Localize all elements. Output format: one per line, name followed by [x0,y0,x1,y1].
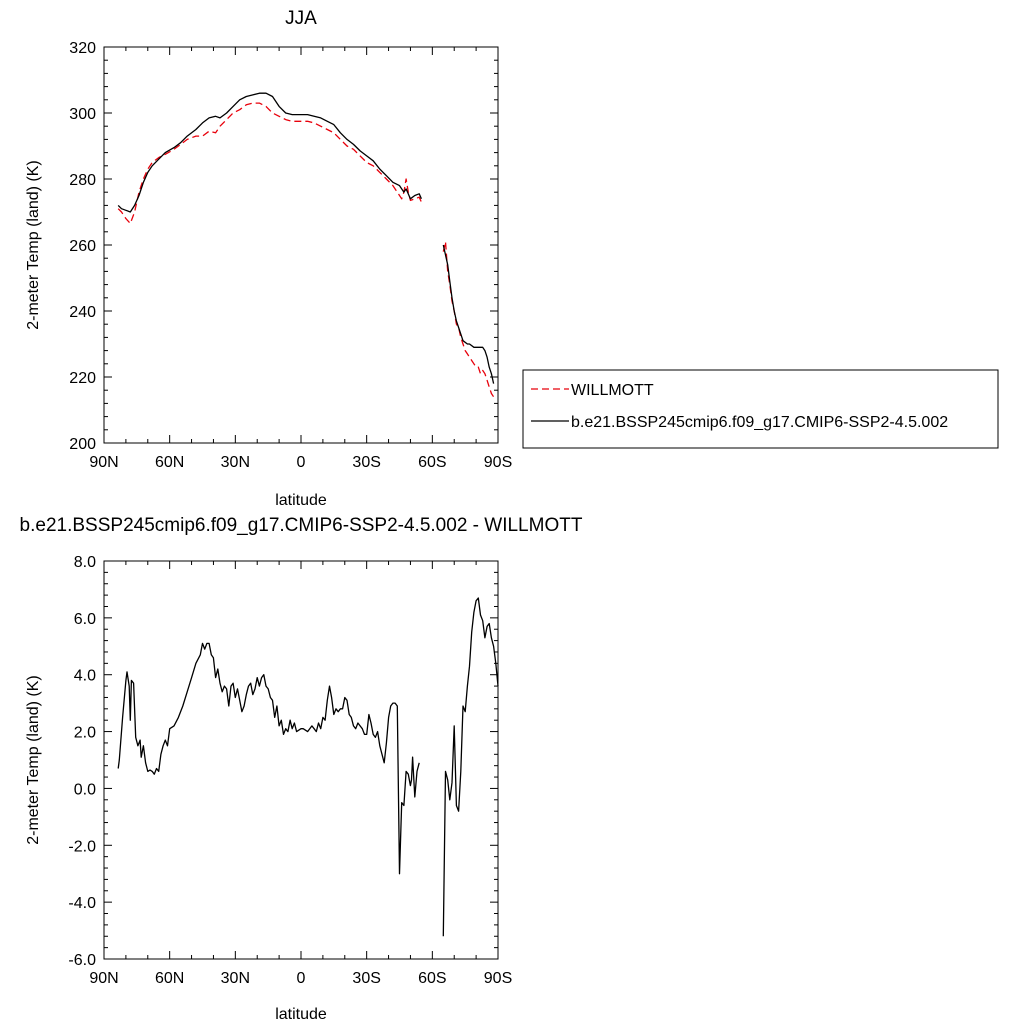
top-panel: JJA 90N 60N 30N 0 30S 60S 90S 200 220 240 260 280 30… [25,8,512,509]
bottom-series-group [117,597,499,937]
bottom-plot-frame [103,560,499,960]
top-chart-title: JJA [285,8,317,29]
top-y-axis-label: 2-meter Temp (land) (K) [25,160,42,330]
bottom-x-tick-label: 60S [418,970,446,987]
bottom-y-axis-label: 2-meter Temp (land) (K) [25,675,42,845]
bottom-y-tick-label: -6.0 [68,952,96,969]
top-y-tick-label: 280 [69,172,96,189]
bottom-y-tick-label: -2.0 [68,838,96,855]
top-y-tick-label: 240 [69,304,96,321]
bottom-y-tick-label: 2.0 [74,725,96,742]
top-x-tick-label: 60N [155,454,184,471]
top-x-tick-label: 90N [89,454,118,471]
bottom-y-tick-label: 4.0 [74,668,96,685]
bottom-y-tick-label: 8.0 [74,554,96,571]
top-series-0-line-segment-1 [442,241,495,398]
legend-label-willmott: WILLMOTT [571,382,654,399]
bottom-x-tick-label: 30N [221,970,250,987]
top-x-tick-label: 30S [352,454,380,471]
bottom-y-tick-label: -4.0 [68,895,96,912]
top-series-group [117,92,495,398]
bottom-series-0-line-segment-1 [442,597,499,937]
bottom-x-tick-label: 0 [297,970,306,987]
top-x-tick-label: 60S [418,454,446,471]
bottom-x-tick-label: 30S [352,970,380,987]
bottom-x-tick-label: 60N [155,970,184,987]
bottom-x-axis-label: latitude [275,1006,327,1023]
top-x-axis-label: latitude [275,492,327,509]
bottom-y-tick-label: 0.0 [74,781,96,798]
legend-label-model: b.e21.BSSP245cmip6.f09_g17.CMIP6-SSP2-4.… [571,414,948,431]
bottom-series-0-line-segment-0 [117,642,420,875]
top-x-tick-label: 30N [221,454,250,471]
top-y-tick-label: 260 [69,238,96,255]
bottom-x-tick-label: 90N [89,970,118,987]
top-y-tick-label: 300 [69,106,96,123]
bottom-x-tick-label: 90S [484,970,512,987]
top-series-0-line-segment-0 [117,102,422,225]
top-y-tick-label: 200 [69,436,96,453]
bottom-y-tick-label: 6.0 [74,611,96,628]
top-series-1-line-segment-0 [117,92,422,213]
top-y-tick-label: 220 [69,370,96,387]
chart-legend: WILLMOTT b.e21.BSSP245cmip6.f09_g17.CMIP… [522,369,999,449]
top-series-1-line-segment-1 [442,244,495,384]
bottom-ticks: 90N 60N 30N 0 30S 60S 90S -6.0 -4.0 -2.0 0.0 2.0 4.0… [68,554,512,987]
bottom-panel: b.e21.BSSP245cmip6.f09_g17.CMIP6-SSP2-4.… [20,515,583,1023]
legend-box [522,369,999,449]
top-plot-frame [103,46,499,444]
top-x-tick-label: 90S [484,454,512,471]
top-x-tick-label: 0 [297,454,306,471]
top-y-tick-label: 320 [69,40,96,57]
bottom-chart-title: b.e21.BSSP245cmip6.f09_g17.CMIP6-SSP2-4.… [20,515,583,536]
